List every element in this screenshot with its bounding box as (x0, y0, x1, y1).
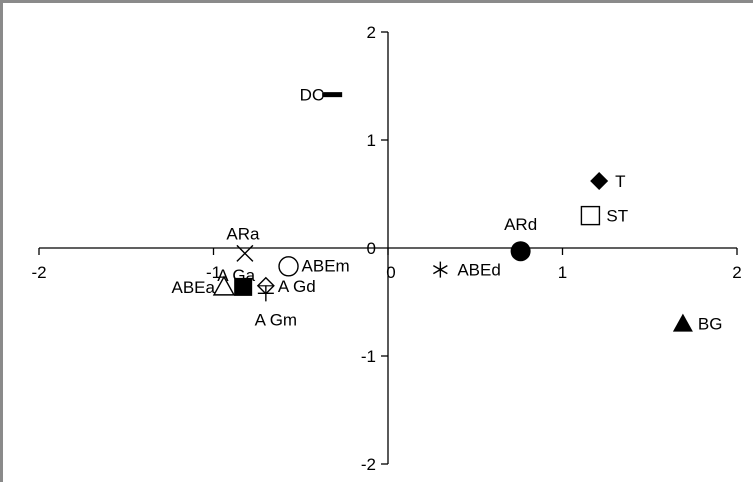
x-marker (236, 244, 254, 262)
x-tick-label: 1 (558, 263, 567, 282)
point-label: A Gm (255, 310, 298, 329)
scatter-plot: -2 -1 0 1 2 -2 -1 0 1 2 DC T ST ARd ABEd BG ARa ABEm A Ga… (31, 23, 741, 474)
y-tick-label: 1 (367, 131, 376, 150)
x-tick-label: -2 (31, 263, 46, 282)
point-label: BG (698, 315, 723, 334)
tick-group: -2 -1 0 1 2 -2 -1 0 1 2 (31, 23, 741, 474)
point-label: A Ga (217, 266, 255, 285)
point-label: DC (300, 86, 325, 105)
y-tick-label: -1 (361, 347, 376, 366)
diamond-marker (590, 172, 609, 191)
y-tick-label: 2 (367, 23, 376, 42)
point-label: A Gd (278, 277, 316, 296)
point-label: ABEa (171, 278, 215, 297)
triangle-open-marker (212, 275, 236, 296)
markers (212, 92, 693, 332)
point-labels: DC T ST ARd ABEd BG ARa ABEm A Ga A Gd A Gm ABEa (171, 86, 722, 334)
point-label: ST (606, 207, 628, 226)
x-tick-label: -1 (206, 263, 221, 282)
y-tick-label: 0 (367, 239, 376, 258)
point-label: ABEm (302, 256, 350, 275)
circle-open-marker (278, 256, 299, 277)
dash-marker (322, 92, 343, 98)
square-open-marker (580, 205, 601, 226)
x-tick-label: 2 (732, 263, 741, 282)
point-label: ARa (226, 224, 260, 243)
triangle-filled-marker (672, 313, 693, 332)
y-tick-label: -2 (361, 455, 376, 474)
point-label: ABEd (457, 261, 500, 280)
square-filled-marker (234, 277, 253, 296)
point-label: ARd (504, 215, 537, 234)
point-label: T (615, 172, 625, 191)
circle-filled-marker (510, 241, 531, 262)
asterisk-marker (433, 264, 448, 275)
x-tick-label: 0 (386, 263, 395, 282)
